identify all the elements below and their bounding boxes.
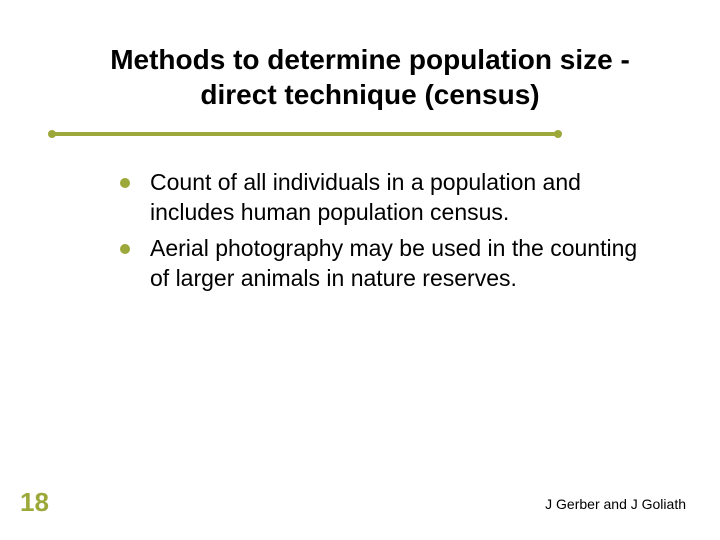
divider-bar <box>50 132 560 136</box>
bullet-list: Count of all individuals in a population… <box>120 168 650 294</box>
divider-dot-icon <box>554 130 562 138</box>
list-item: Count of all individuals in a population… <box>120 168 650 228</box>
list-item: Aerial photography may be used in the co… <box>120 234 650 294</box>
accent-divider <box>50 130 560 138</box>
page-number: 18 <box>20 487 49 518</box>
slide: Methods to determine population size - d… <box>0 0 720 540</box>
footer-credit: J Gerber and J Goliath <box>545 496 686 512</box>
slide-title: Methods to determine population size - d… <box>70 42 670 112</box>
